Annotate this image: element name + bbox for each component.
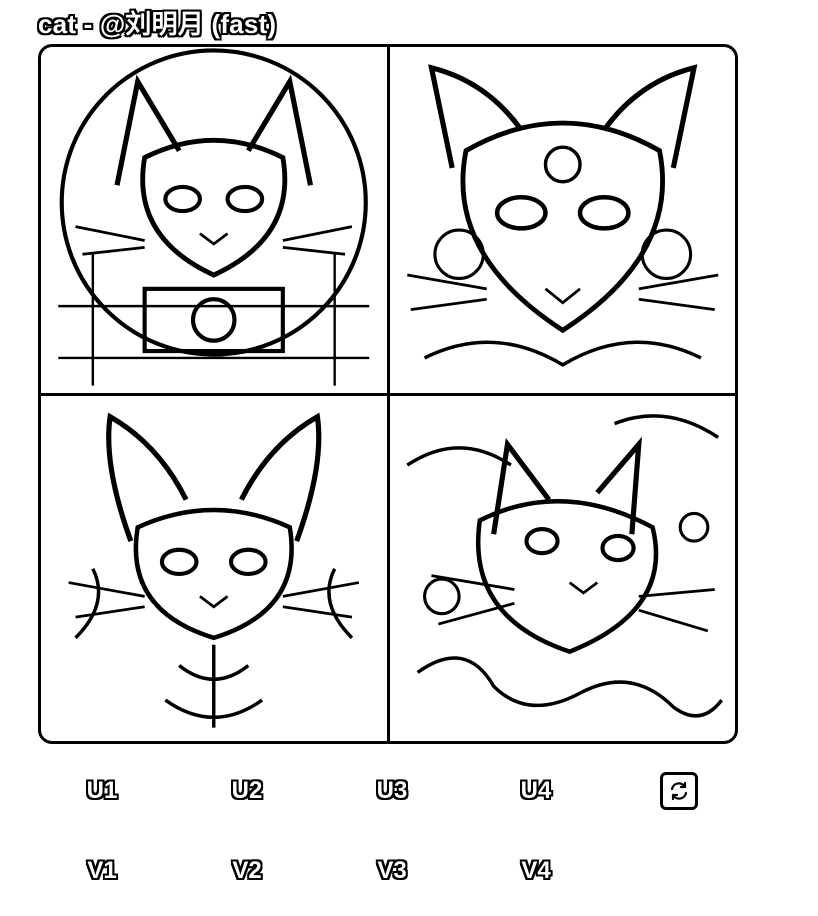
cat-illustration-3 bbox=[68, 412, 360, 728]
cat-illustration-2 bbox=[406, 64, 718, 367]
image-tile-3[interactable] bbox=[41, 395, 387, 741]
image-grid bbox=[38, 44, 738, 744]
job-title: cat - @刘明月 (fast) bbox=[38, 9, 277, 39]
upscale-button-4[interactable]: U4 bbox=[520, 777, 552, 804]
upscale-button-3[interactable]: U3 bbox=[376, 777, 408, 804]
image-tile-2[interactable] bbox=[389, 47, 735, 393]
variation-button-2[interactable]: V2 bbox=[232, 857, 262, 884]
reroll-button[interactable] bbox=[660, 772, 698, 810]
variation-button-3[interactable]: V3 bbox=[377, 857, 407, 884]
image-tile-4[interactable] bbox=[389, 395, 735, 741]
upscale-button-1[interactable]: U1 bbox=[86, 777, 118, 804]
cat-illustration-4 bbox=[405, 413, 723, 717]
upscale-button-2[interactable]: U2 bbox=[231, 777, 263, 804]
variation-button-4[interactable]: V4 bbox=[521, 857, 551, 884]
image-tile-1[interactable] bbox=[41, 47, 387, 393]
refresh-icon bbox=[670, 781, 688, 801]
variation-button-1[interactable]: V1 bbox=[87, 857, 117, 884]
cat-illustration-1 bbox=[58, 48, 370, 386]
